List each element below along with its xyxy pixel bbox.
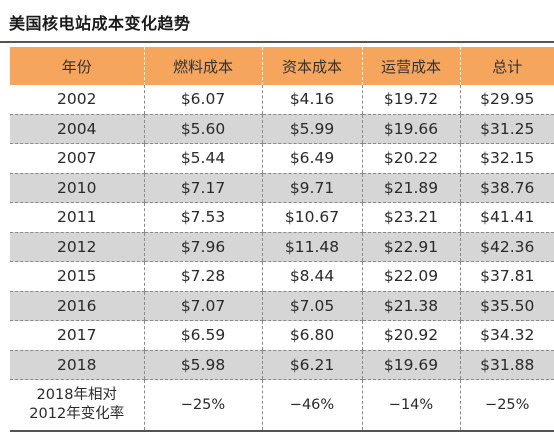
cell-operating-cost: $23.21 [361, 202, 460, 233]
cell-fuel-cost: $7.17 [143, 173, 262, 203]
header-capital-cost: 资本成本 [261, 47, 362, 85]
table-row: 2011 $7.53 $10.67 $23.21 $41.41 [10, 202, 554, 233]
change-fuel-cost: −25% [143, 379, 262, 432]
table-row: 2018 $5.98 $6.21 $19.69 $31.88 [10, 350, 554, 380]
cell-year: 2012 [10, 232, 144, 262]
table-row: 2017 $6.59 $6.80 $20.92 $34.32 [10, 320, 554, 351]
change-capital-cost: −46% [261, 379, 362, 432]
cell-operating-cost: $21.89 [361, 173, 460, 203]
table-row: 2010 $7.17 $9.71 $21.89 $38.76 [10, 173, 554, 203]
header-row: 年份 燃料成本 资本成本 运营成本 总计 [10, 47, 554, 85]
cell-operating-cost: $19.66 [361, 114, 460, 144]
cell-capital-cost: $6.21 [261, 350, 362, 380]
table-title: 美国核电站成本变化趋势 [9, 14, 191, 33]
table-row: 2016 $7.07 $7.05 $21.38 $35.50 [10, 291, 554, 321]
cell-capital-cost: $10.67 [261, 202, 362, 233]
table-row: 2015 $7.28 $8.44 $22.09 $37.81 [10, 261, 554, 292]
header-total: 总计 [459, 47, 554, 85]
cell-total: $34.32 [459, 320, 554, 351]
change-rate-label: 2018年相对 2012年变化率 [10, 379, 144, 432]
cell-capital-cost: $6.49 [261, 143, 362, 174]
cell-year: 2004 [10, 114, 144, 144]
cell-capital-cost: $11.48 [261, 232, 362, 262]
cell-capital-cost: $4.16 [261, 85, 362, 115]
table-row: 2002 $6.07 $4.16 $19.72 $29.95 [10, 85, 554, 115]
cell-capital-cost: $7.05 [261, 291, 362, 321]
change-rate-row: 2018年相对 2012年变化率 −25% −46% −14% −25% [10, 379, 554, 432]
cell-fuel-cost: $7.96 [143, 232, 262, 262]
header-operating-cost: 运营成本 [361, 47, 460, 85]
cell-year: 2015 [10, 261, 144, 292]
cell-year: 2010 [10, 173, 144, 203]
cell-year: 2007 [10, 143, 144, 174]
title-divider [0, 41, 554, 43]
cell-fuel-cost: $5.98 [143, 350, 262, 380]
cell-operating-cost: $21.38 [361, 291, 460, 321]
table-row: 2007 $5.44 $6.49 $20.22 $32.15 [10, 143, 554, 174]
cell-operating-cost: $20.22 [361, 143, 460, 174]
cell-capital-cost: $8.44 [261, 261, 362, 292]
cell-total: $32.15 [459, 143, 554, 174]
cell-operating-cost: $20.92 [361, 320, 460, 351]
change-operating-cost: −14% [361, 379, 460, 432]
cell-year: 2017 [10, 320, 144, 351]
change-rate-label-line2: 2012年变化率 [29, 406, 125, 422]
change-rate-label-line1: 2018年相对 [36, 387, 117, 403]
cell-total: $38.76 [459, 173, 554, 203]
header-year: 年份 [10, 47, 144, 85]
cell-fuel-cost: $6.59 [143, 320, 262, 351]
cell-total: $35.50 [459, 291, 554, 321]
cell-operating-cost: $22.91 [361, 232, 460, 262]
cell-capital-cost: $9.71 [261, 173, 362, 203]
cell-fuel-cost: $7.53 [143, 202, 262, 233]
header-fuel-cost: 燃料成本 [143, 47, 262, 85]
cell-fuel-cost: $7.28 [143, 261, 262, 292]
cell-operating-cost: $22.09 [361, 261, 460, 292]
cell-total: $42.36 [459, 232, 554, 262]
cell-fuel-cost: $5.44 [143, 143, 262, 174]
cell-year: 2018 [10, 350, 144, 380]
cell-operating-cost: $19.72 [361, 85, 460, 115]
cell-total: $37.81 [459, 261, 554, 292]
cell-capital-cost: $6.80 [261, 320, 362, 351]
cost-table: 年份 燃料成本 资本成本 运营成本 总计 2002 $6.07 $4.16 $1… [10, 47, 554, 432]
cell-year: 2002 [10, 85, 144, 115]
cell-fuel-cost: $5.60 [143, 114, 262, 144]
cell-fuel-cost: $6.07 [143, 85, 262, 115]
cell-total: $31.88 [459, 350, 554, 380]
cell-fuel-cost: $7.07 [143, 291, 262, 321]
table-row: 2012 $7.96 $11.48 $22.91 $42.36 [10, 232, 554, 262]
cell-year: 2016 [10, 291, 144, 321]
cell-total: $31.25 [459, 114, 554, 144]
table-row: 2004 $5.60 $5.99 $19.66 $31.25 [10, 114, 554, 144]
cell-year: 2011 [10, 202, 144, 233]
cell-total: $41.41 [459, 202, 554, 233]
cell-operating-cost: $19.69 [361, 350, 460, 380]
change-total: −25% [459, 379, 554, 432]
cell-capital-cost: $5.99 [261, 114, 362, 144]
cell-total: $29.95 [459, 85, 554, 115]
